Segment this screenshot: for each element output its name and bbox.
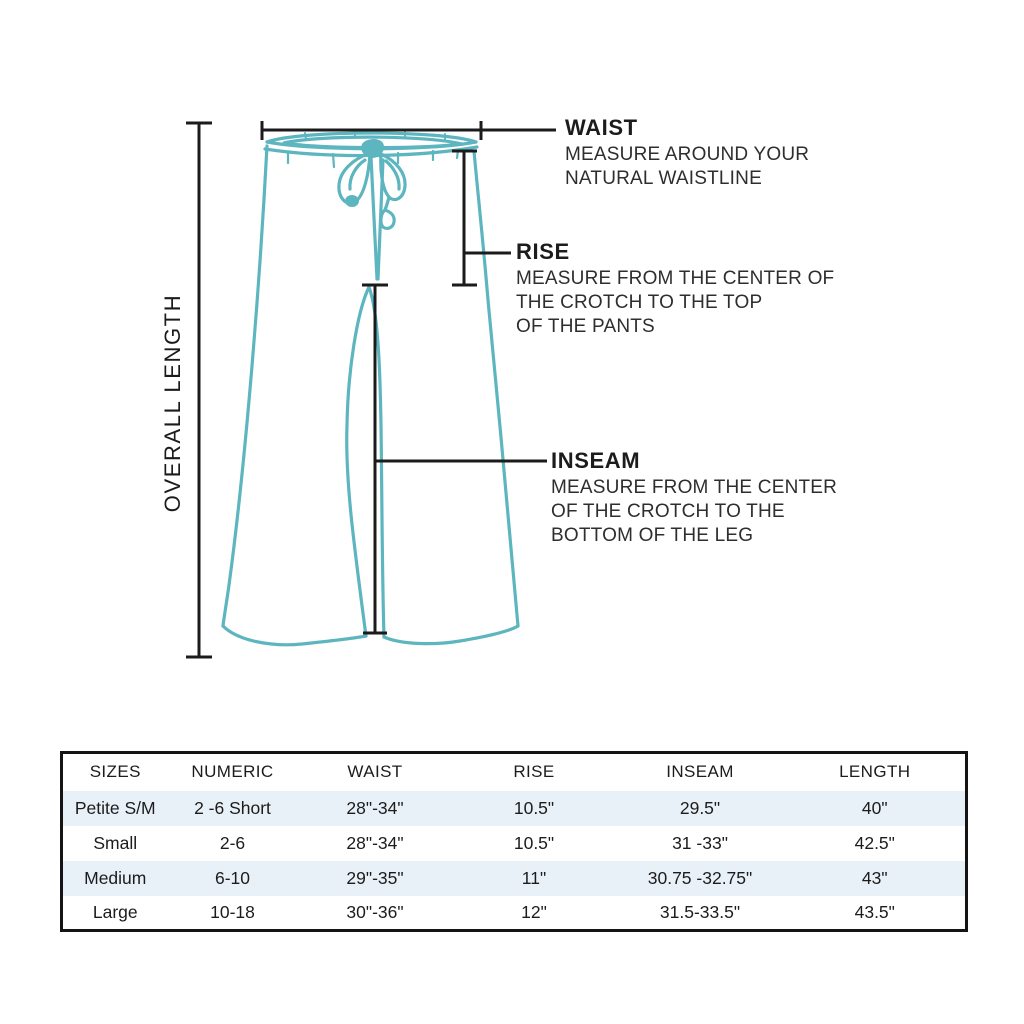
- header-numeric: NUMERIC: [167, 752, 298, 791]
- rise-description: MEASURE FROM THE CENTER OF THE CROTCH TO…: [516, 268, 835, 337]
- table-cell: 31 -33": [672, 832, 728, 853]
- inseam-label: INSEAM: [551, 448, 641, 473]
- waist-measure-line: [260, 121, 556, 140]
- pants-measurement-diagram: [186, 121, 556, 659]
- header-sizes: SIZES: [61, 752, 168, 791]
- table-cell: 42.5": [854, 832, 895, 853]
- table-cell: Medium: [84, 867, 147, 888]
- table-cell: 43.5": [854, 901, 895, 922]
- overall-length-label: OVERALL LENGTH: [160, 293, 185, 513]
- inseam-annotation: INSEAM MEASURE FROM THE CENTER OF THE CR…: [551, 448, 837, 548]
- table-row-large: Large 10-18 30"-36" 12" 31.5-33.5" 43.5": [61, 895, 967, 931]
- header-row: SIZES NUMERIC WAIST RISE INSEAM LENGTH: [61, 752, 967, 791]
- rise-measure-line: [452, 149, 511, 287]
- table-cell: Large: [92, 901, 138, 922]
- table-cell: 10.5": [513, 832, 555, 853]
- header-rise: RISE: [452, 752, 616, 791]
- waist-description: MEASURE AROUND YOUR NATURAL WAISTLINE: [565, 144, 810, 189]
- rise-annotation: RISE MEASURE FROM THE CENTER OF THE CROT…: [516, 239, 834, 339]
- header-inseam: INSEAM: [615, 752, 785, 791]
- table-row-small: Small 2-6 28"-34" 10.5" 31 -33" 42.5": [61, 825, 967, 861]
- rise-label: RISE: [516, 239, 570, 264]
- table-cell: 43": [861, 867, 888, 888]
- table-row-medium: Medium 6-10 29"-35" 11" 30.75 -32.75" 43…: [61, 860, 967, 896]
- table-cell: 12": [521, 901, 547, 922]
- table-cell: 11": [521, 867, 547, 888]
- table-row-petite: Petite S/M 2 -6 Short 28"-34" 10.5" 29.5…: [61, 790, 967, 826]
- size-chart-header: SIZES NUMERIC WAIST RISE INSEAM LENGTH: [61, 752, 967, 791]
- header-waist: WAIST: [297, 752, 453, 791]
- table-cell: 10-18: [210, 901, 255, 922]
- table-cell: Small: [93, 832, 138, 853]
- size-chart-table: SIZES NUMERIC WAIST RISE INSEAM LENGTH P…: [60, 751, 968, 932]
- inseam-description: MEASURE FROM THE CENTER OF THE CROTCH TO…: [551, 477, 838, 546]
- table-cell: 2-6: [219, 832, 246, 853]
- table-cell: 28"-34": [346, 797, 404, 818]
- table-cell: 40": [861, 797, 888, 818]
- table-cell: 30.75 -32.75": [647, 867, 753, 888]
- table-cell: 28"-34": [346, 832, 404, 853]
- table-cell: 31.5-33.5": [659, 901, 741, 922]
- table-cell: 6-10: [214, 867, 251, 888]
- table-cell: 10.5": [513, 797, 555, 818]
- table-cell: 29"-35": [346, 867, 404, 888]
- table-cell: 29.5": [679, 797, 721, 818]
- table-cell: Petite S/M: [74, 797, 156, 818]
- overall-length-measure-line: [186, 121, 212, 659]
- pants-illustration: [221, 129, 520, 647]
- table-cell: 2 -6 Short: [194, 797, 271, 818]
- waist-annotation: WAIST MEASURE AROUND YOUR NATURAL WAISTL…: [565, 115, 809, 191]
- header-length: LENGTH: [784, 752, 967, 791]
- waist-label: WAIST: [565, 115, 638, 140]
- inseam-measure-line: [362, 283, 547, 635]
- table-cell: 30"-36": [346, 901, 404, 922]
